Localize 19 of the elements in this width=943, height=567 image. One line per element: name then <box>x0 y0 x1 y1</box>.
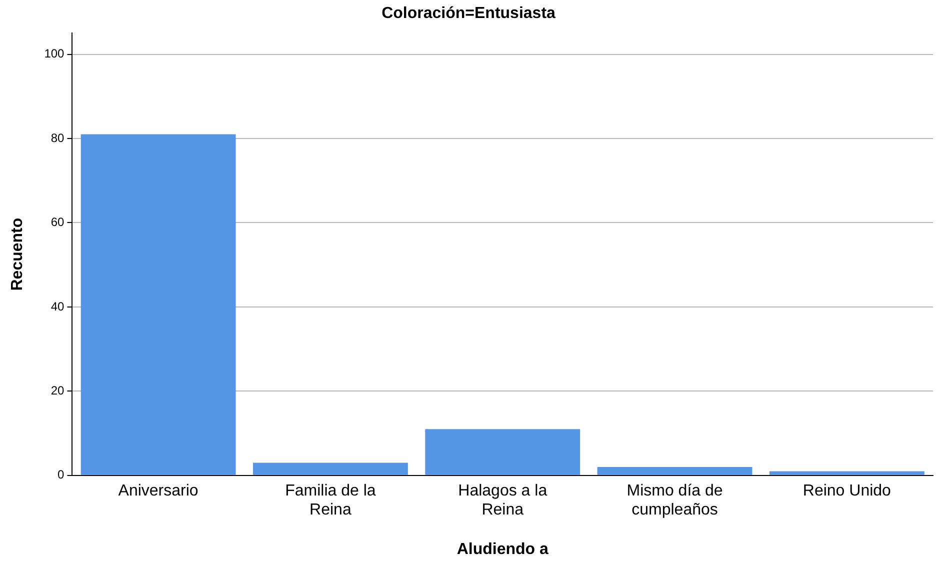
x-tick-label: Familia de la Reina <box>285 482 376 519</box>
chart-title: Coloración=Entusiasta <box>382 5 556 22</box>
bar <box>425 429 580 475</box>
bar <box>80 134 236 475</box>
bar <box>252 462 408 475</box>
y-tick-label: 40 <box>50 299 65 314</box>
y-axis-title: Recuento <box>9 218 26 291</box>
x-axis-title: Aludiendo a <box>456 540 548 558</box>
y-tick-label: 60 <box>50 215 65 230</box>
x-tick-label: Reino Unido <box>802 482 892 500</box>
bar <box>597 466 752 475</box>
y-tick-label: 20 <box>50 383 65 398</box>
y-tick-label: 100 <box>44 46 65 61</box>
x-tick-label: Mismo día de cumpleaños <box>626 482 723 519</box>
y-tick-label: 0 <box>58 468 65 482</box>
x-tick-label: Aniversario <box>118 482 198 500</box>
bar <box>769 471 924 475</box>
x-tick-label: Halagos a la Reina <box>458 482 548 519</box>
y-tick-label: 80 <box>50 130 65 145</box>
